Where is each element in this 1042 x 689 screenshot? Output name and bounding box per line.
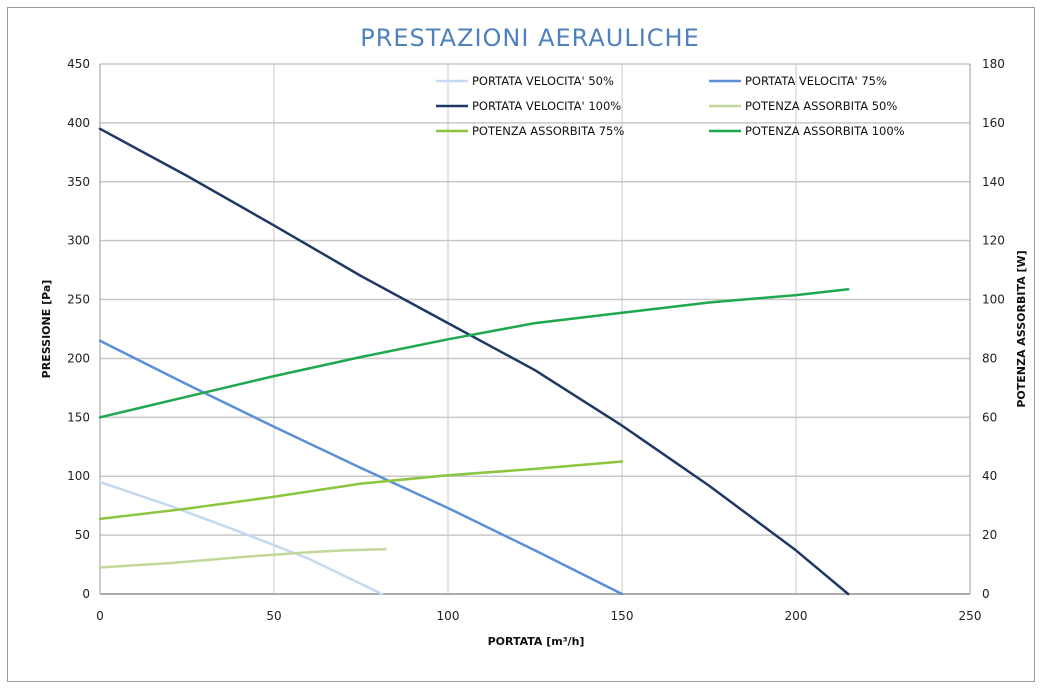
- y2-tick-label-9: 180: [982, 57, 1005, 71]
- y-axis-title: PRESSIONE [Pa]: [40, 280, 53, 379]
- y-tick-label-5: 250: [67, 293, 90, 307]
- series-line-2: [98, 127, 850, 596]
- x-axis-title: PORTATA [m³/h]: [488, 635, 585, 648]
- series-line-0: [98, 480, 384, 596]
- y2-tick-label-8: 160: [982, 116, 1005, 130]
- y-tick-label-2: 100: [67, 469, 90, 483]
- x-tick-label-3: 150: [611, 609, 634, 623]
- legend-label-1: PORTATA VELOCITA' 75%: [745, 74, 887, 88]
- legend-label-4: POTENZA ASSORBITA 75%: [472, 124, 624, 138]
- x-tick-label-2: 100: [437, 609, 460, 623]
- legend-label-0: PORTATA VELOCITA' 50%: [472, 74, 614, 88]
- y2-tick-label-3: 60: [982, 410, 997, 424]
- chart-frame: [7, 7, 1035, 682]
- y-tick-label-3: 150: [67, 410, 90, 424]
- y2-tick-label-6: 120: [982, 234, 1005, 248]
- x-tick-label-5: 250: [959, 609, 982, 623]
- series-line-5: [98, 288, 850, 419]
- x-tick-label-4: 200: [785, 609, 808, 623]
- legend: PORTATA VELOCITA' 50% PORTATA VELOCITA' 7…: [436, 74, 905, 138]
- legend-label-2: PORTATA VELOCITA' 100%: [472, 99, 621, 113]
- y2-tick-label-2: 40: [982, 469, 997, 483]
- series-layer: [98, 127, 850, 596]
- y2-tick-label-5: 100: [982, 293, 1005, 307]
- y2-tick-label-0: 0: [982, 587, 990, 601]
- grid: [99, 63, 971, 595]
- axes: [99, 64, 971, 595]
- y-tick-label-9: 450: [67, 57, 90, 71]
- legend-label-5: POTENZA ASSORBITA 100%: [745, 124, 905, 138]
- chart-title: PRESTAZIONI AERAULICHE: [360, 24, 700, 52]
- y2-tick-label-4: 80: [982, 351, 997, 365]
- x-tick-label-0: 0: [96, 609, 104, 623]
- y-tick-label-1: 50: [75, 528, 90, 542]
- y-tick-label-8: 400: [67, 116, 90, 130]
- legend-label-3: POTENZA ASSORBITA 50%: [745, 99, 897, 113]
- y2-axis-title: POTENZA ASSORBITA [W]: [1015, 250, 1028, 407]
- y2-tick-label-1: 20: [982, 528, 997, 542]
- series-line-1: [98, 339, 624, 596]
- x-tick-label-1: 50: [266, 609, 281, 623]
- y2-tick-label-7: 140: [982, 175, 1005, 189]
- series-line-4: [98, 460, 624, 521]
- y-tick-label-0: 0: [82, 587, 90, 601]
- y-tick-label-7: 350: [67, 175, 90, 189]
- y-tick-label-4: 200: [67, 351, 90, 365]
- y-tick-label-6: 300: [67, 234, 90, 248]
- series-line-3: [98, 547, 387, 569]
